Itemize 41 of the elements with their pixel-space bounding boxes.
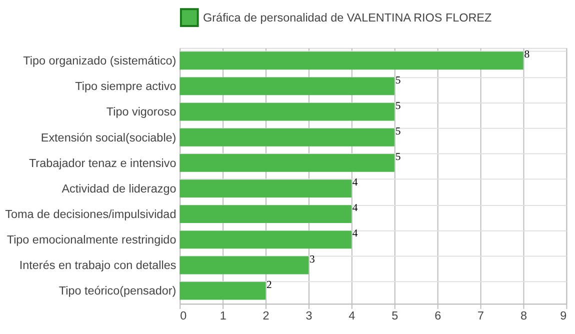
data-label: 5 <box>395 151 401 164</box>
x-tick-label: 8 <box>520 310 528 323</box>
y-tick-label: Actividad de liderazgo <box>62 182 177 196</box>
data-label: 2 <box>266 278 272 291</box>
x-tick-label: 9 <box>560 310 567 323</box>
bar <box>180 102 394 121</box>
data-label: 4 <box>352 228 358 240</box>
x-tick-label: 7 <box>478 310 484 323</box>
y-tick-label: Toma de decisiones/impulsividad <box>5 208 176 221</box>
x-tick-label: 1 <box>220 310 226 323</box>
data-label: 8 <box>524 48 530 61</box>
y-tick-label: Interés en trabajo con detalles <box>19 259 176 272</box>
bar <box>180 205 352 224</box>
bar <box>180 256 308 274</box>
bar <box>180 77 394 96</box>
x-tick-label: 0 <box>180 310 188 323</box>
data-label: 4 <box>352 202 358 214</box>
bar <box>180 282 266 300</box>
x-tick-label: 3 <box>306 310 312 323</box>
x-tick-label: 4 <box>348 310 356 323</box>
y-tick-label: Trabajador tenaz e intensivo <box>28 156 177 170</box>
y-tick-label: Tipo organizado (sistemático) <box>23 54 176 68</box>
x-tick-label: 6 <box>434 310 442 323</box>
data-label: 5 <box>395 125 401 138</box>
data-label: 4 <box>352 176 358 189</box>
legend-label: Gráfica de personalidad de VALENTINA RIOS FLOREZ <box>203 11 492 24</box>
y-tick-label: Tipo teórico(pensador) <box>58 284 176 298</box>
y-tick-label: Tipo siempre activo <box>75 80 177 94</box>
y-tick-label: Tipo vigoroso <box>106 106 177 119</box>
bar <box>180 52 524 70</box>
bar <box>180 230 352 249</box>
bar <box>180 154 394 172</box>
x-tick-label: 5 <box>392 310 399 323</box>
y-tick-label: Tipo emocionalmente restringido <box>6 234 177 247</box>
y-tick-label: Extensión social(sociable) <box>40 131 176 144</box>
data-label: 5 <box>395 74 401 86</box>
bar <box>180 180 352 198</box>
data-label: 3 <box>309 253 315 266</box>
data-label: 5 <box>395 100 401 112</box>
bar <box>180 128 394 146</box>
x-tick-label: 2 <box>262 310 270 323</box>
